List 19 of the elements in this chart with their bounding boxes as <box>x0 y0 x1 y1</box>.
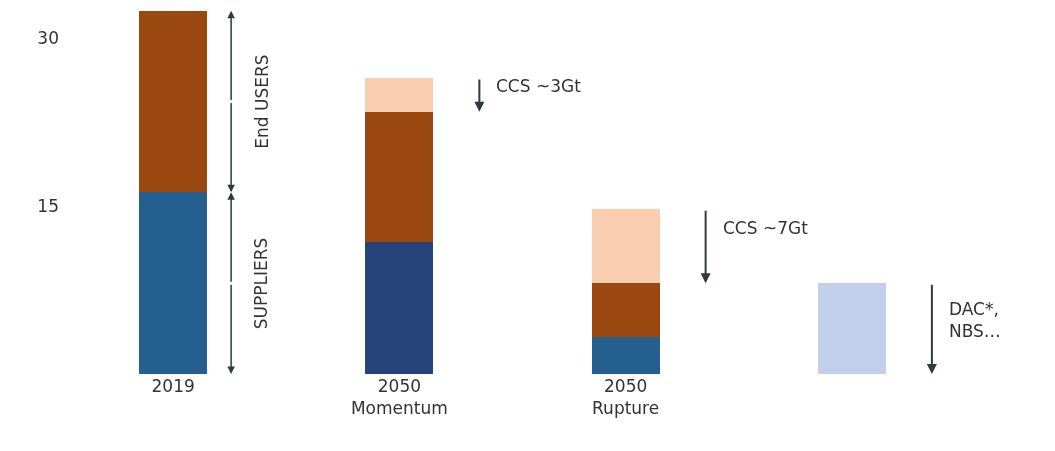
annotation: DAC*, NBS… <box>949 299 1001 342</box>
bar <box>365 241 434 374</box>
bar <box>591 283 660 337</box>
x-tick-label: 2050 Rupture <box>592 376 660 419</box>
x-tick-label: 2050 Momentum <box>350 376 448 419</box>
y-tick-label: 15 <box>37 195 59 216</box>
text: SUPPLIERS <box>250 237 271 330</box>
bar <box>365 111 434 242</box>
bar <box>139 192 208 374</box>
bar <box>591 209 660 284</box>
bar <box>591 337 660 374</box>
x-tick-label: 2019 <box>151 376 195 396</box>
y-tick-label: 30 <box>37 27 59 48</box>
annotation: CCS ~7Gt <box>723 218 809 238</box>
bar <box>365 78 434 112</box>
bar <box>817 283 886 374</box>
text: End USERS <box>251 54 272 149</box>
bar <box>139 10 208 193</box>
annotation: CCS ~3Gt <box>496 76 582 96</box>
